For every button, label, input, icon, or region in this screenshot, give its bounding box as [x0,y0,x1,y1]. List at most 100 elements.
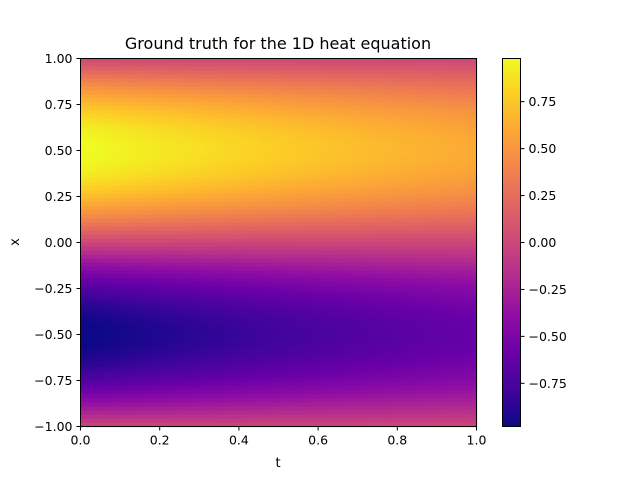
heatmap-cell [350,358,358,364]
heatmap-cell [170,354,178,360]
heatmap-cell [392,342,400,348]
heatmap-cell [170,250,178,256]
heatmap-cell [248,318,256,324]
heatmap-cell [302,286,310,292]
heatmap-cell [404,82,412,88]
heatmap-cell [452,98,460,104]
heatmap-cell [380,246,388,252]
heatmap-cell [212,314,220,320]
heatmap-cell [80,90,88,96]
heatmap-cell [218,170,226,176]
heatmap-cell [248,342,256,348]
heatmap-cell [98,354,106,360]
heatmap-cell [122,294,130,300]
heatmap-cell [320,58,328,64]
heatmap-cell [290,282,298,288]
heatmap-cell [254,222,262,228]
heatmap-cell [242,358,250,364]
heatmap-cell [212,174,220,180]
heatmap-cell [470,170,478,176]
heatmap-cell [446,98,454,104]
heatmap-cell [254,158,262,164]
heatmap-cell [218,62,226,68]
heatmap-cell [416,98,424,104]
heatmap-cell [248,246,256,252]
heatmap-cell [146,58,154,64]
heatmap-cell [356,86,364,92]
heatmap-cell [236,122,244,128]
heatmap-cell [356,222,364,228]
heatmap-cell [416,338,424,344]
heatmap-cell [404,174,412,180]
heatmap-cell [200,222,208,228]
heatmap-cell [86,70,94,76]
heatmap-cell [200,186,208,192]
heatmap-cell [86,350,94,356]
heatmap-cell [92,138,100,144]
heatmap-cell [212,66,220,72]
heatmap-cell [422,174,430,180]
heatmap-cell [224,134,232,140]
heatmap-cell [236,162,244,168]
heatmap-cell [164,74,172,80]
heatmap-cell [284,254,292,260]
heatmap-cell [122,94,130,100]
heatmap-cell [188,262,196,268]
heatmap-cell [158,274,166,280]
heatmap-cell [386,326,394,332]
heatmap-cell [98,110,106,116]
heatmap-cell [446,118,454,124]
heatmap-cell [86,106,94,112]
heatmap-cell [452,350,460,356]
heatmap-cell [290,62,298,68]
heatmap-cell [440,226,448,232]
heatmap-cell [422,266,430,272]
heatmap-cell [380,274,388,280]
heatmap-cell [92,182,100,188]
heatmap-cell [428,150,436,156]
heatmap-cell [176,114,184,120]
heatmap-cell [158,226,166,232]
heatmap-cell [410,354,418,360]
heatmap-cell [104,330,112,336]
heatmap-cell [236,346,244,352]
heatmap-cell [302,186,310,192]
heatmap-cell [110,258,118,264]
heatmap-cell [470,306,478,312]
heatmap-cell [86,86,94,92]
heatmap-cell [404,178,412,184]
heatmap-cell [272,346,280,352]
heatmap-cell [224,74,232,80]
heatmap-cell [194,94,202,100]
heatmap-cell [434,310,442,316]
heatmap-cell [338,298,346,304]
heatmap-cell [422,302,430,308]
heatmap-cell [440,90,448,96]
heatmap-cell [116,110,124,116]
heatmap-cell [248,206,256,212]
heatmap-cell [272,70,280,76]
heatmap-cell [410,282,418,288]
heatmap-cell [440,154,448,160]
heatmap-cell [308,126,316,132]
heatmap-cell [158,342,166,348]
heatmap-cell [452,190,460,196]
heatmap-cell [404,326,412,332]
heatmap-cell [110,326,118,332]
heatmap-cell [434,178,442,184]
heatmap-cell [464,242,472,248]
heatmap-cell [332,86,340,92]
heatmap-cell [218,346,226,352]
heatmap-cell [188,330,196,336]
heatmap-cell [254,266,262,272]
heatmap-cell [428,194,436,200]
heatmap-cell [248,254,256,260]
heatmap-cell [290,318,298,324]
heatmap-cell [104,178,112,184]
heatmap-cell [230,202,238,208]
heatmap-cell [470,354,478,360]
heatmap-cell [434,126,442,132]
heatmap-cell [98,130,106,136]
heatmap-cell [350,342,358,348]
heatmap-cell [116,134,124,140]
